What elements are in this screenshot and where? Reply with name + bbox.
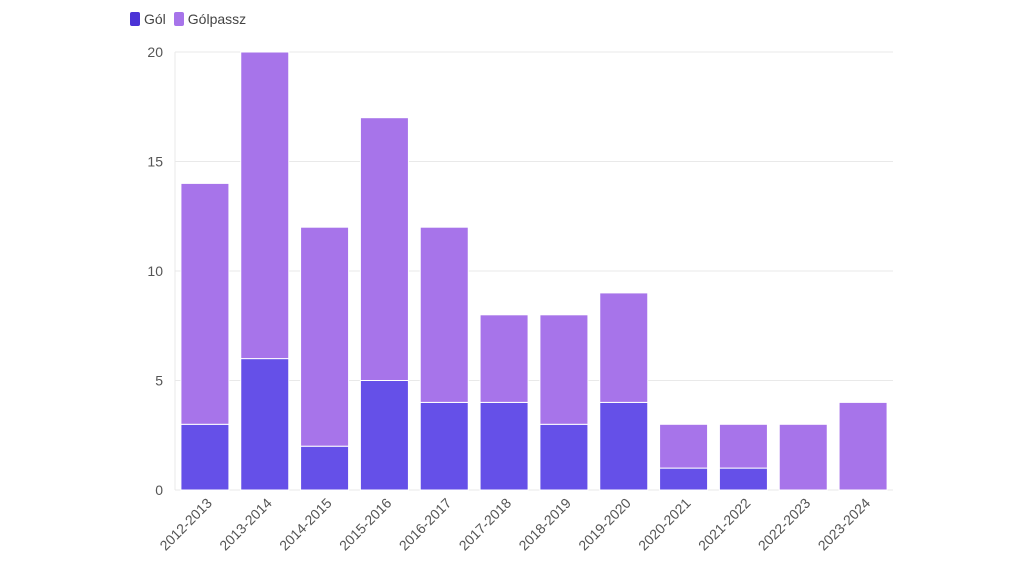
legend-swatch-gol [130,12,140,26]
x-tick-label: 2021-2022 [695,495,754,554]
x-tick-label: 2013-2014 [216,495,275,554]
bar-golpassz-2023-2024[interactable] [838,401,888,491]
y-tick-label: 0 [155,482,163,498]
x-tick-label: 2019-2020 [575,495,634,554]
bar-gol-2014-2015[interactable] [300,445,350,491]
bar-golpassz-2020-2021[interactable] [659,423,709,469]
legend-item-gol[interactable]: Gól [130,11,166,27]
bar-golpassz-2017-2018[interactable] [479,314,529,403]
bar-golpassz-2022-2023[interactable] [778,423,828,491]
bar-golpassz-2015-2016[interactable] [359,117,409,381]
x-axis: 2012-2013 2013-2014 2014-2015 2015-2016 2016… [156,495,873,554]
bar-gol-2017-2018[interactable] [479,401,529,491]
legend-item-golpassz[interactable]: Gólpassz [173,11,247,27]
legend-swatch-golpassz [173,12,184,26]
y-tick-label: 20 [147,44,163,60]
bars [180,51,888,491]
bar-gol-2020-2021[interactable] [659,467,709,491]
bar-gol-2019-2020[interactable] [599,401,649,491]
x-tick-label: 2020-2021 [635,495,694,554]
bar-golpassz-2013-2014[interactable] [240,51,290,360]
bar-gol-2016-2017[interactable] [419,401,469,491]
x-tick-label: 2015-2016 [336,495,395,554]
x-tick-label: 2016-2017 [396,495,455,554]
x-tick-label: 2014-2015 [276,495,335,554]
bar-gol-2013-2014[interactable] [240,358,290,491]
bar-golpassz-2019-2020[interactable] [599,292,649,403]
bar-gol-2021-2022[interactable] [718,467,768,491]
y-tick-label: 10 [147,263,163,279]
bar-golpassz-2012-2013[interactable] [180,182,230,425]
bar-gol-2015-2016[interactable] [359,380,409,491]
bar-gol-2018-2019[interactable] [539,423,589,491]
y-axis: 0 5 10 15 20 [147,44,163,498]
y-tick-label: 5 [155,373,163,389]
bar-golpassz-2021-2022[interactable] [718,423,768,469]
x-tick-label: 2012-2013 [156,495,215,554]
grid [174,51,893,491]
bar-golpassz-2016-2017[interactable] [419,226,469,403]
legend-label-gol: Gól [144,11,166,27]
bar-golpassz-2018-2019[interactable] [539,314,589,425]
x-tick-label: 2022-2023 [755,495,814,554]
x-tick-label: 2017-2018 [456,495,515,554]
x-tick-label: 2018-2019 [515,495,574,554]
x-tick-label: 2023-2024 [815,495,874,554]
bar-gol-2012-2013[interactable] [180,423,230,491]
y-tick-label: 15 [147,154,163,170]
legend-label-golpassz: Gólpassz [187,11,247,27]
legend: Gól Gólpassz [130,11,246,27]
bar-golpassz-2014-2015[interactable] [300,226,350,447]
